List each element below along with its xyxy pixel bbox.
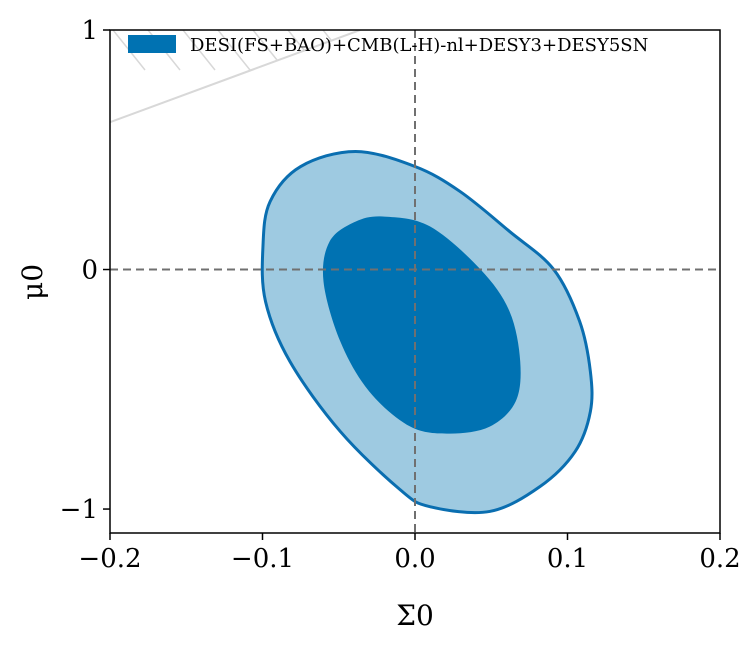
y-axis-label: μ0 <box>16 264 49 300</box>
y-tick-label: 1 <box>81 16 98 46</box>
hatch-line <box>110 30 146 71</box>
contour-68 <box>322 216 521 434</box>
excluded-region-hatch <box>0 0 361 124</box>
y-tick-label: −1 <box>60 495 98 525</box>
x-tick-label: 0.1 <box>547 544 588 574</box>
x-tick-label: −0.1 <box>231 544 294 574</box>
legend-swatch <box>128 35 176 53</box>
y-tick-label: 0 <box>81 256 98 286</box>
hatch-line <box>134 30 216 71</box>
hatch-line <box>0 0 75 70</box>
hatch-line <box>169 30 251 71</box>
excluded-region-boundary <box>110 30 361 124</box>
legend-label: DESI(FS+BAO)+CMB(L-H)-nl+DESY3+DESY5SN <box>190 35 648 56</box>
axis-ticks: −0.2 −0.1 0.0 0.1 0.2 −1 0 1 <box>60 16 741 574</box>
hatch-line <box>110 30 181 71</box>
x-tick-label: 0.2 <box>699 544 740 574</box>
x-tick-label: 0.0 <box>394 544 435 574</box>
hatch-line <box>0 0 40 70</box>
x-axis-label: Σ0 <box>396 599 434 632</box>
hatch-line <box>204 30 286 71</box>
x-tick-label: −0.2 <box>78 544 141 574</box>
hatch-line <box>110 30 111 71</box>
